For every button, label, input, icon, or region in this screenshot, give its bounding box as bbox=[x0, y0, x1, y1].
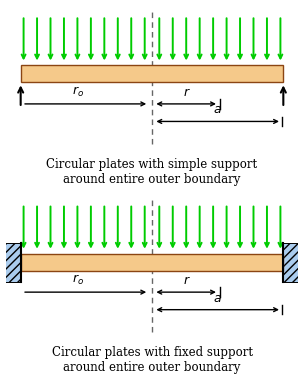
Text: Circular plates with simple support
around entire outer boundary: Circular plates with simple support arou… bbox=[47, 158, 257, 186]
Text: a: a bbox=[214, 104, 222, 116]
Text: Circular plates with fixed support
around entire outer boundary: Circular plates with fixed support aroun… bbox=[51, 346, 253, 374]
Text: r: r bbox=[184, 274, 189, 287]
Text: $r_o$: $r_o$ bbox=[72, 273, 84, 287]
Bar bbox=[283, 243, 299, 282]
Bar bbox=[21, 65, 283, 82]
Text: r: r bbox=[184, 86, 189, 99]
Text: $r_o$: $r_o$ bbox=[72, 85, 84, 99]
Bar bbox=[5, 243, 21, 282]
Text: a: a bbox=[214, 292, 222, 304]
Bar bbox=[21, 254, 283, 271]
